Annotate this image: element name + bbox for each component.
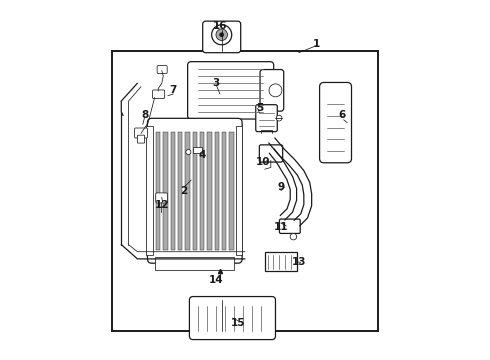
FancyBboxPatch shape	[135, 128, 147, 138]
Polygon shape	[269, 138, 312, 226]
Text: 12: 12	[155, 200, 170, 210]
FancyBboxPatch shape	[156, 193, 168, 203]
Bar	[185, 132, 190, 250]
Bar	[171, 132, 175, 250]
Text: 2: 2	[180, 186, 188, 196]
FancyBboxPatch shape	[279, 219, 300, 233]
Polygon shape	[270, 149, 296, 220]
Text: 13: 13	[292, 257, 306, 267]
Circle shape	[216, 29, 227, 41]
Bar	[229, 132, 234, 250]
Text: 1: 1	[313, 39, 320, 49]
Bar	[155, 257, 234, 270]
Bar	[156, 132, 160, 250]
Text: 16: 16	[213, 21, 227, 31]
Text: 4: 4	[198, 150, 206, 160]
FancyBboxPatch shape	[147, 118, 242, 263]
FancyBboxPatch shape	[152, 90, 165, 99]
Bar	[222, 132, 226, 250]
Circle shape	[269, 84, 282, 97]
FancyBboxPatch shape	[259, 145, 283, 162]
Bar	[236, 126, 243, 255]
FancyBboxPatch shape	[319, 82, 351, 163]
Bar	[163, 132, 168, 250]
Text: 11: 11	[273, 222, 288, 231]
Circle shape	[276, 115, 282, 121]
FancyBboxPatch shape	[190, 297, 275, 339]
Text: 6: 6	[338, 111, 345, 121]
Bar	[207, 132, 212, 250]
Bar	[215, 132, 219, 250]
Bar	[147, 126, 153, 255]
FancyBboxPatch shape	[188, 62, 274, 119]
FancyBboxPatch shape	[203, 21, 241, 53]
Text: 8: 8	[141, 111, 148, 121]
FancyBboxPatch shape	[260, 69, 284, 111]
FancyBboxPatch shape	[137, 135, 145, 143]
Circle shape	[290, 233, 296, 240]
Circle shape	[186, 149, 191, 154]
Text: 3: 3	[213, 78, 220, 88]
Text: 7: 7	[170, 85, 177, 95]
FancyBboxPatch shape	[256, 105, 277, 132]
FancyBboxPatch shape	[157, 66, 167, 73]
Text: 9: 9	[277, 182, 284, 192]
Circle shape	[220, 33, 224, 37]
Text: 5: 5	[256, 103, 263, 113]
Bar	[112, 51, 378, 330]
Bar	[265, 252, 297, 271]
Text: 10: 10	[256, 157, 270, 167]
Text: 15: 15	[231, 319, 245, 328]
Bar	[178, 132, 182, 250]
Text: 14: 14	[209, 275, 223, 285]
Bar	[200, 132, 204, 250]
Bar	[193, 132, 197, 250]
Bar	[193, 147, 202, 153]
Circle shape	[212, 25, 232, 45]
